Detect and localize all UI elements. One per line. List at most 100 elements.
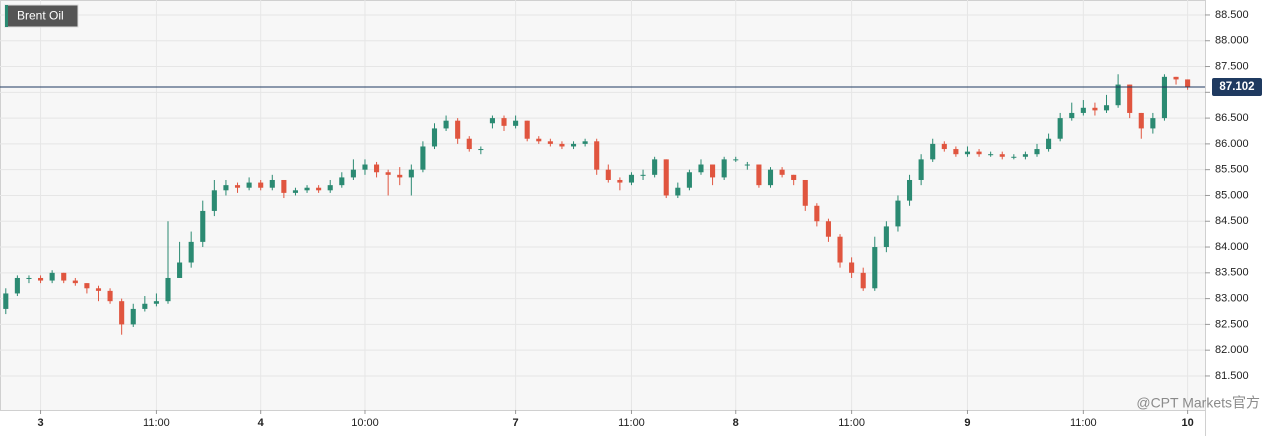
candle-body — [362, 164, 368, 170]
x-tick-label: 8 — [733, 417, 739, 429]
chart-title: Brent Oil — [17, 9, 64, 23]
candle-body — [837, 236, 843, 263]
candle-body — [849, 262, 855, 273]
candle-body — [1115, 84, 1121, 106]
candle-body — [14, 277, 20, 294]
candle-body — [1173, 76, 1179, 80]
candle-body — [374, 164, 380, 173]
title-marker — [5, 5, 8, 27]
candle-body — [95, 288, 102, 291]
y-tick-label: 88.000 — [1215, 35, 1249, 47]
candle-body — [872, 247, 878, 289]
candle-body — [211, 190, 217, 211]
candle-body — [1103, 105, 1110, 111]
candle-body — [455, 120, 461, 139]
candle-body — [188, 241, 194, 263]
candle-body — [1127, 84, 1133, 113]
candle-body — [61, 272, 67, 281]
candle-body — [420, 146, 426, 170]
candle-body — [234, 185, 241, 188]
candle-body — [1138, 112, 1144, 129]
candle-body — [524, 120, 530, 139]
x-tick-label: 10 — [1181, 417, 1193, 429]
candle-body — [802, 179, 808, 206]
candle-body — [721, 159, 727, 178]
candle-body — [281, 179, 287, 193]
plot-area — [0, 0, 1206, 411]
candle-body — [1150, 118, 1156, 129]
y-tick-label: 87.500 — [1215, 60, 1249, 72]
candle-body — [964, 151, 971, 155]
candle-body — [559, 143, 565, 147]
candle-body — [779, 169, 785, 175]
y-tick-label: 82.500 — [1215, 318, 1249, 330]
candle-body — [3, 293, 9, 309]
candle-body — [1011, 156, 1017, 158]
candle-body — [941, 143, 947, 150]
candle-body — [686, 172, 692, 188]
candle-body — [605, 169, 611, 180]
candle-body — [443, 120, 449, 129]
candle-body — [663, 159, 669, 196]
candle-body — [84, 283, 90, 289]
candle-body — [1185, 79, 1191, 88]
price-label: 87.102 — [1219, 81, 1254, 93]
candle-body — [617, 179, 623, 183]
candle-body — [258, 182, 264, 188]
candle-body — [38, 277, 44, 281]
y-tick-label: 88.500 — [1215, 9, 1249, 21]
candle-body — [304, 187, 310, 191]
candle-body — [582, 141, 588, 144]
candle-body — [918, 159, 924, 180]
candle-body — [107, 290, 113, 302]
candle-body — [49, 272, 55, 281]
candle-body — [350, 169, 356, 178]
candle-body — [408, 169, 414, 178]
candle-body — [733, 159, 739, 161]
candle-body — [1034, 149, 1040, 155]
candle-body — [860, 272, 866, 289]
x-tick-label: 11:00 — [143, 417, 170, 429]
candle-body — [501, 118, 507, 126]
y-tick-label: 83.500 — [1215, 267, 1249, 279]
price-badge — [1212, 78, 1262, 97]
candle-body — [385, 172, 391, 175]
candle-body — [177, 262, 183, 278]
candle-body — [791, 174, 797, 180]
candle-body — [547, 141, 553, 144]
candle-body — [536, 138, 542, 142]
candle-body — [570, 143, 577, 147]
candle-body — [640, 174, 646, 176]
y-tick-label: 86.000 — [1215, 138, 1249, 150]
candle-body — [269, 179, 275, 188]
candle-body — [1092, 107, 1098, 111]
candle-body — [119, 301, 125, 325]
y-tick-label: 83.000 — [1215, 293, 1249, 305]
x-tick-label: 10:00 — [351, 417, 379, 429]
candle-body — [999, 154, 1005, 157]
candle-body — [1057, 118, 1063, 139]
y-tick-label: 81.500 — [1215, 370, 1249, 382]
candle-body — [397, 174, 403, 178]
candle-body — [744, 164, 750, 166]
candle-body — [814, 205, 820, 222]
candle-body — [906, 179, 913, 201]
y-tick-label: 85.500 — [1215, 164, 1249, 176]
candle-body — [142, 303, 148, 309]
candle-body — [698, 164, 704, 173]
y-tick-label: 84.000 — [1215, 241, 1249, 253]
candle-body — [153, 301, 159, 304]
candle-body — [756, 164, 762, 186]
candle-body — [825, 221, 831, 237]
candle-body — [165, 277, 171, 302]
candle-body — [1022, 154, 1028, 157]
candle-body — [466, 138, 472, 150]
x-tick-label: 4 — [258, 417, 265, 429]
y-tick-label: 85.000 — [1215, 189, 1249, 201]
candle-body — [675, 187, 681, 196]
candle-body — [1046, 138, 1052, 150]
y-tick-label: 84.500 — [1215, 215, 1249, 227]
candle-body — [652, 159, 658, 175]
candle-body — [1161, 76, 1167, 119]
